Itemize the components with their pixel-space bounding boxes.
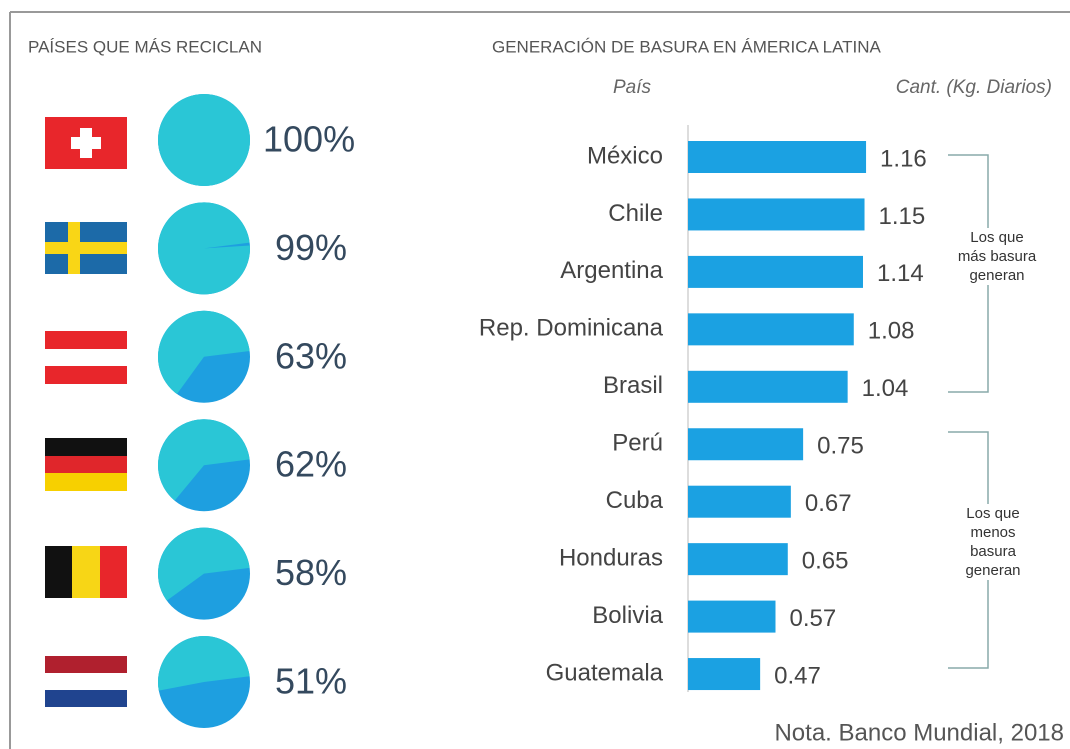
flag-netherlands <box>45 656 127 707</box>
flag-sweden <box>45 222 127 274</box>
y-label: País <box>613 77 652 98</box>
note: Nota. Banco Mundial, 2018 <box>774 719 1064 746</box>
x-label: Cant. (Kg. Diarios) <box>896 77 1052 98</box>
flag-germany <box>45 438 127 491</box>
bar <box>688 141 867 173</box>
pie-slice <box>157 202 250 295</box>
pie-slice <box>158 94 250 186</box>
value-label: 1.16 <box>880 145 927 172</box>
flag-switzerland <box>45 117 127 169</box>
right-title: GENERACIÓN DE BASURA EN ÁMERICA LATINA <box>492 37 882 56</box>
bar <box>688 428 804 461</box>
y-tick-label: Honduras <box>559 544 663 571</box>
value-label: 51% <box>275 661 347 702</box>
bar <box>688 600 776 633</box>
pie-slice <box>158 419 250 501</box>
pie-slice <box>157 635 250 691</box>
y-tick-label: Argentina <box>560 257 663 284</box>
pie-slice <box>158 310 250 395</box>
value-label: 0.67 <box>805 490 852 517</box>
value-label: 99% <box>275 227 347 268</box>
bar <box>688 485 791 518</box>
value-label: 0.75 <box>817 433 864 460</box>
bar <box>688 198 865 231</box>
bar <box>688 370 848 403</box>
value-label: 0.57 <box>789 605 836 632</box>
left-title: PAÍSES QUE MÁS RECICLAN <box>28 37 262 56</box>
bar <box>688 543 788 576</box>
bar <box>688 255 863 288</box>
value-label: 63% <box>275 335 347 376</box>
y-tick-label: Guatemala <box>546 659 664 686</box>
value-label: 0.47 <box>774 662 821 689</box>
pie-slice <box>158 527 250 601</box>
value-label: 1.15 <box>879 203 926 230</box>
y-tick-label: México <box>587 142 663 169</box>
bar <box>688 658 761 691</box>
value-label: 62% <box>275 444 347 485</box>
annotation: Los que menos basura generan <box>953 504 1033 580</box>
bar <box>688 313 854 346</box>
y-tick-label: Bolivia <box>592 602 663 629</box>
annotation: Los que más basura generan <box>957 228 1037 285</box>
flag-belgium <box>45 546 127 598</box>
value-label: 1.08 <box>868 318 915 345</box>
flag-austria <box>45 331 127 384</box>
y-tick-label: Rep. Dominicana <box>479 315 664 342</box>
value-label: 1.14 <box>877 260 924 287</box>
y-tick-label: Cuba <box>606 487 664 514</box>
value-label: 1.04 <box>862 375 909 402</box>
value-label: 58% <box>275 552 347 593</box>
y-tick-label: Perú <box>612 430 663 457</box>
y-tick-label: Brasil <box>603 372 663 399</box>
value-label: 0.65 <box>802 547 849 574</box>
y-tick-label: Chile <box>608 200 663 227</box>
value-label: 100% <box>263 119 355 160</box>
